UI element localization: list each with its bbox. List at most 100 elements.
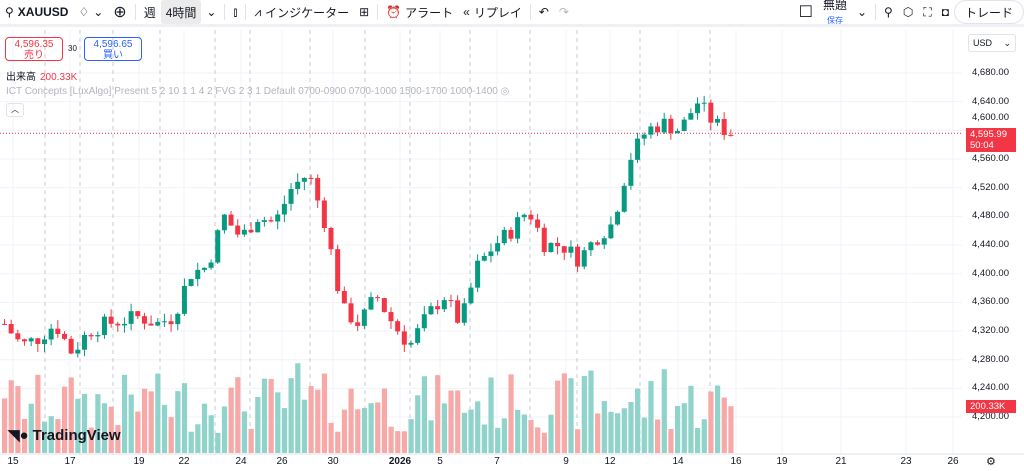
candle-body: [281, 203, 287, 215]
candle-body: [661, 118, 667, 133]
candle-body: [288, 189, 294, 204]
volume-bar: [55, 419, 61, 453]
interval-dropdown[interactable]: ⌄: [201, 0, 221, 24]
alert-button[interactable]: ⏰ アラート: [381, 0, 458, 24]
chevron-down-icon: ⌄: [1003, 38, 1011, 48]
candle-body: [588, 242, 594, 251]
redo-button[interactable]: ↷: [554, 0, 574, 24]
volume-bar: [21, 418, 28, 453]
volume-bar: [708, 391, 714, 453]
candle-body: [188, 279, 194, 286]
compare-button[interactable]: ⊕: [108, 0, 131, 24]
candle-body: [668, 118, 674, 134]
y-tick-label: 4,640.00: [972, 95, 1009, 107]
replay-button[interactable]: «リプレイ: [458, 0, 527, 24]
candle-body: [428, 306, 434, 315]
last-price: 4,595.99: [970, 129, 1007, 140]
candle-body: [508, 229, 514, 239]
candle-body: [708, 102, 714, 123]
square-button[interactable]: ☐: [794, 0, 818, 24]
y-tick-label: 4,280.00: [972, 353, 1009, 365]
candle-body: [448, 300, 454, 302]
volume-bar: [635, 388, 641, 453]
indicator-legend[interactable]: ICT Concepts [LuxAlgo] Present 5 2 10 1 …: [6, 86, 509, 97]
interval-week[interactable]: 週: [143, 5, 156, 20]
currency-select[interactable]: USD ⌄: [968, 34, 1016, 52]
candle-body: [21, 339, 27, 342]
candle-body: [615, 211, 621, 225]
volume-bar: [175, 391, 181, 453]
candle-body: [441, 300, 447, 310]
layout-dropdown[interactable]: ⌄: [852, 0, 872, 24]
gear-icon: ⚙: [986, 456, 996, 468]
volume-bar: [395, 431, 401, 453]
plus-circle-icon: ⊕: [113, 4, 127, 21]
price-chart[interactable]: [0, 30, 1024, 471]
tradingview-logo[interactable]: ◥● TradingView: [8, 426, 121, 445]
candle-body: [555, 242, 561, 247]
layouts-button[interactable]: ⊞: [354, 0, 374, 24]
camera-icon: ◘: [941, 5, 949, 19]
candle-body: [148, 323, 154, 326]
candle-body: [75, 349, 81, 354]
buy-button[interactable]: 4,596.65 買い: [84, 37, 142, 61]
candle-body: [241, 229, 247, 235]
candle-body: [48, 328, 54, 340]
candle-body: [101, 316, 107, 336]
x-tick-label: 14: [672, 456, 684, 467]
candle-body: [215, 230, 221, 263]
volume-bar: [261, 378, 268, 453]
screenshot-button[interactable]: ◘: [937, 0, 954, 24]
candle-body: [41, 339, 47, 344]
candle-body: [301, 177, 307, 182]
x-tick-label: 30: [327, 456, 339, 467]
volume-bar: [135, 411, 141, 453]
rewind-icon: «: [463, 5, 470, 19]
y-tick-label: 4,320.00: [972, 325, 1009, 337]
hide-eye-icon[interactable]: ◎: [500, 86, 510, 97]
volume-bar: [8, 380, 14, 453]
candle-body: [675, 130, 681, 134]
x-tick-label: 2026: [388, 456, 412, 467]
x-tick-label: 7: [494, 456, 500, 467]
candle-body: [528, 214, 534, 220]
candle-body: [108, 316, 114, 324]
volume-bar: [588, 370, 594, 453]
candle-body: [541, 227, 547, 252]
volume-bar: [608, 411, 614, 453]
indicators-button[interactable]: ⩘ インジケーター: [249, 0, 354, 24]
candle-body: [121, 323, 127, 326]
indicators-icon: ⩘: [254, 4, 262, 19]
volume-bar: [715, 385, 721, 453]
chevron-down-icon: ⌄: [93, 5, 104, 19]
symbol-search[interactable]: ⚲ XAUUSD: [0, 0, 73, 24]
candle-body: [715, 118, 721, 123]
chart-settings-button[interactable]: ⚙: [986, 455, 996, 468]
interval-4h[interactable]: 4時間: [160, 0, 202, 24]
candle-body: [175, 313, 181, 325]
candle-body: [8, 324, 14, 334]
volume-bar: [335, 431, 341, 453]
spread: 30: [68, 44, 77, 53]
collapse-legend-button[interactable]: ︿: [6, 103, 24, 117]
diamond-menu[interactable]: ♢ ⌄: [73, 0, 108, 24]
volume-bar: [215, 432, 221, 453]
alarm-icon: ⏰: [386, 5, 402, 19]
volume-bar: [435, 375, 441, 453]
candle-body: [728, 134, 734, 136]
y-tick-label: 4,520.00: [972, 181, 1009, 193]
chart-type-button[interactable]: ⫾: [228, 0, 242, 24]
volume-bar: [235, 377, 241, 453]
quick-search-button[interactable]: ⚲: [879, 0, 898, 24]
candle-body: [381, 298, 387, 313]
candle-body: [28, 338, 34, 342]
settings-button[interactable]: ⬡: [898, 0, 918, 24]
fullscreen-button[interactable]: ⛶: [918, 0, 936, 24]
trade-button[interactable]: トレード: [953, 0, 1024, 24]
undo-button[interactable]: ↶: [534, 0, 554, 24]
volume-bar: [495, 427, 501, 453]
sell-button[interactable]: 4,596.35 売り: [5, 37, 63, 61]
volume-bar: [101, 403, 108, 453]
layout-name[interactable]: 無題 保存: [818, 0, 852, 25]
candle-body: [315, 178, 321, 201]
